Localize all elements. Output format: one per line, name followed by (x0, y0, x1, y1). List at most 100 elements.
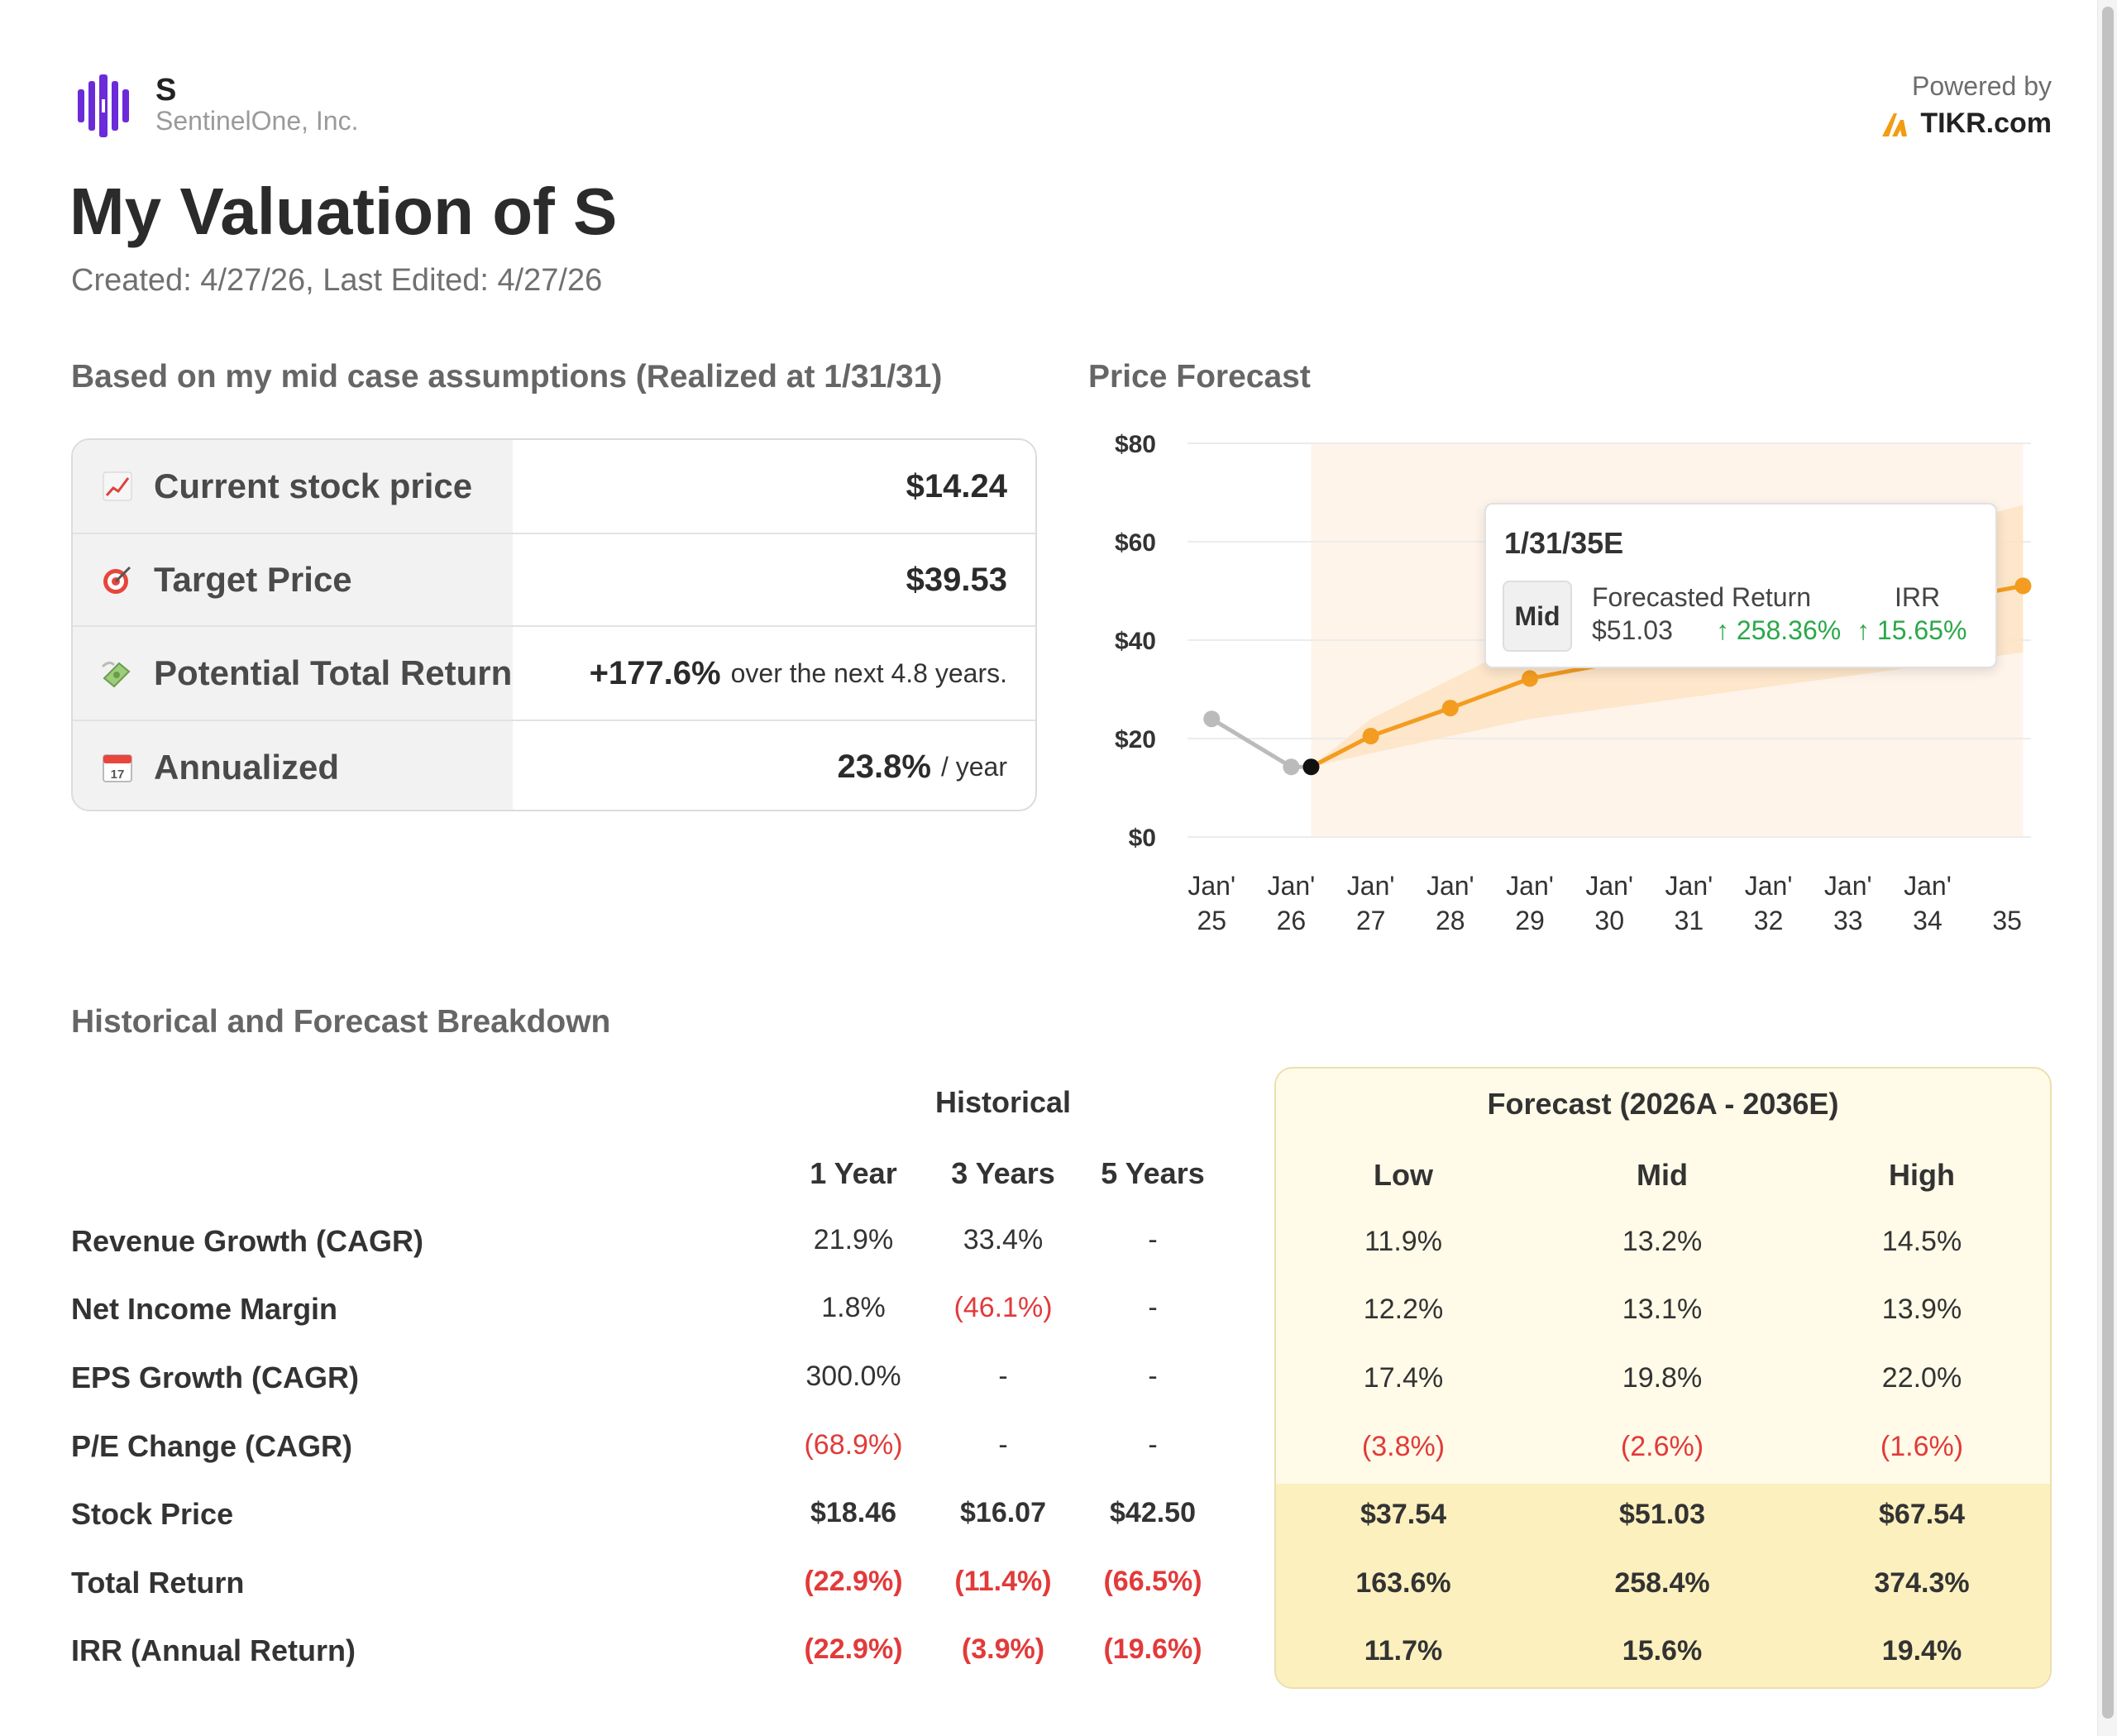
forecast-panel (1274, 1067, 2052, 1689)
valuation-summary-table: Current stock price $14.24 Target Price … (71, 438, 1037, 811)
vertical-scrollbar[interactable] (2097, 0, 2117, 1736)
breakdown-row-label: IRR (Annual Return) (71, 1633, 356, 1667)
chart-title: Price Forecast (1088, 359, 1311, 395)
price-forecast-chart[interactable]: $0 $20 $40 $60 $80 Jan' 25 Jan' 26 Jan' 27 Jan' 28 Ja… (1088, 414, 2081, 976)
historical-column-header: 1 Year (810, 1156, 897, 1190)
breakdown-row-label: EPS Growth (CAGR) (71, 1361, 359, 1394)
x-tick-label-top: Jan' (1824, 871, 1872, 901)
y-tick-label: $0 (1129, 825, 1156, 852)
y-tick-label: $60 (1115, 529, 1156, 557)
tooltip-irr-value: ↑ 15.65% (1857, 615, 1967, 645)
forecast-header: Forecast (2026A - 2036E) (1487, 1087, 1839, 1121)
y-tick-label: $80 (1115, 431, 1156, 458)
historical-point (1283, 758, 1300, 776)
summary-label: Annualized (154, 747, 340, 787)
forecast-cell: 258.4% (1614, 1567, 1710, 1599)
historical-cell: - (998, 1429, 1008, 1461)
summary-value: +177.6% (589, 654, 721, 691)
x-tick-label-top: Jan' (1904, 871, 1952, 901)
powered-by-label: Powered by (1912, 71, 2052, 101)
assumptions-heading: Based on my mid case assumptions (Realiz… (71, 359, 943, 395)
forecast-column-header: Mid (1637, 1158, 1688, 1192)
historical-column-header: 3 Years (951, 1156, 1055, 1190)
summary-label: Target Price (154, 560, 352, 599)
historical-cell: (19.6%) (1103, 1633, 1202, 1665)
summary-label: Current stock price (154, 466, 473, 505)
historical-header: Historical (934, 1085, 1072, 1119)
tooltip-return-value: ↑ 258.36% (1716, 615, 1842, 645)
x-tick-label-top: Jan' (1585, 871, 1633, 901)
tooltip-price: $51.03 (1592, 615, 1673, 645)
x-tick-label-bottom: 29 (1515, 906, 1545, 935)
summary-label: Potential Total Return (154, 653, 513, 692)
breakdown-heading: Historical and Forecast Breakdown (71, 1004, 611, 1040)
ticker-symbol: S (155, 73, 177, 108)
historical-cell: (11.4%) (954, 1566, 1052, 1597)
calendar-icon: 17 (101, 751, 134, 784)
historical-cell: 300.0% (805, 1361, 901, 1392)
summary-row-target-price: Target Price $39.53 (73, 533, 1035, 625)
forecast-cell: 19.4% (1881, 1635, 1962, 1667)
forecast-column-header: High (1889, 1158, 1955, 1192)
forecast-result-band (1276, 1484, 2050, 1687)
summary-suffix: / year (940, 752, 1007, 782)
historical-cell: (22.9%) (804, 1633, 903, 1665)
forecast-cell: 13.1% (1622, 1294, 1703, 1325)
historical-point (1203, 710, 1221, 728)
x-tick-label-bottom: 26 (1277, 906, 1307, 935)
forecast-cell: (3.8%) (1361, 1431, 1446, 1462)
forecast-cell: 15.6% (1622, 1635, 1703, 1667)
page-title: My Valuation of S (69, 175, 618, 248)
historical-cell: - (1148, 1361, 1158, 1392)
historical-cell: (66.5%) (1103, 1566, 1202, 1597)
tikr-logo-icon (1882, 112, 1908, 136)
tooltip-irr-label: IRR (1895, 582, 1941, 612)
forecast-cell: $51.03 (1619, 1499, 1705, 1530)
scrollbar-thumb[interactable] (2102, 7, 2114, 1719)
summary-row-annualized: 17 Annualized 23.8% / year (73, 720, 1035, 810)
tikr-brand-link[interactable]: TIKR.com (1882, 108, 2052, 140)
x-tick-label-top: Jan' (1745, 871, 1793, 901)
x-tick-label-bottom: 34 (1913, 906, 1943, 935)
summary-value: $39.53 (906, 561, 1007, 598)
historical-cell: $16.07 (960, 1497, 1046, 1528)
target-icon (101, 563, 134, 596)
x-tick-label-bottom: 33 (1833, 906, 1863, 935)
historical-cell: - (998, 1361, 1008, 1392)
forecast-cell: 163.6% (1355, 1567, 1451, 1599)
x-tick-label-bottom: 25 (1197, 906, 1226, 935)
historical-column-header: 5 Years (1101, 1156, 1205, 1190)
breakdown-row-label: Net Income Margin (71, 1292, 338, 1326)
forecast-cell: (1.6%) (1880, 1431, 1964, 1462)
created-edited-dates: Created: 4/27/26, Last Edited: 4/27/26 (71, 263, 603, 298)
x-tick-label-top: Jan' (1506, 871, 1554, 901)
breakdown-row-label: P/E Change (CAGR) (71, 1429, 353, 1463)
tooltip-date: 1/31/35E (1504, 526, 1624, 560)
tikr-brand-text: TIKR.com (1920, 108, 2052, 139)
x-tick-label-bottom: 27 (1356, 906, 1386, 935)
historical-cell: $18.46 (810, 1497, 896, 1528)
historical-cell: (68.9%) (804, 1429, 903, 1461)
forecast-point (1522, 670, 1538, 687)
summary-value: 23.8% (837, 748, 931, 785)
x-tick-label-bottom: 31 (1675, 906, 1704, 935)
y-tick-label: $40 (1115, 628, 1156, 655)
forecast-cell: 13.2% (1622, 1226, 1703, 1257)
y-tick-label: $20 (1115, 726, 1156, 753)
forecast-cell: 12.2% (1363, 1294, 1444, 1325)
historical-cell: $42.50 (1110, 1497, 1196, 1528)
x-tick-label-bottom: 30 (1594, 906, 1624, 935)
forecast-point (2014, 577, 2032, 595)
breakdown-row-label: Revenue Growth (CAGR) (71, 1224, 424, 1258)
historical-cell: (3.9%) (961, 1633, 1045, 1665)
tooltip-return-label: Forecasted Return (1592, 582, 1812, 612)
summary-value: $14.24 (906, 467, 1007, 505)
forecast-cell: $67.54 (1879, 1499, 1965, 1530)
x-tick-label-bottom: 32 (1754, 906, 1784, 935)
forecast-point (1441, 700, 1459, 717)
summary-row-total-return: Potential Total Return +177.6% over the … (73, 625, 1035, 720)
x-tick-label-top: Jan' (1347, 871, 1395, 901)
x-tick-label-bottom: 28 (1436, 906, 1465, 935)
forecast-cell: 11.7% (1364, 1635, 1443, 1667)
forecast-column-header: Low (1374, 1158, 1433, 1192)
